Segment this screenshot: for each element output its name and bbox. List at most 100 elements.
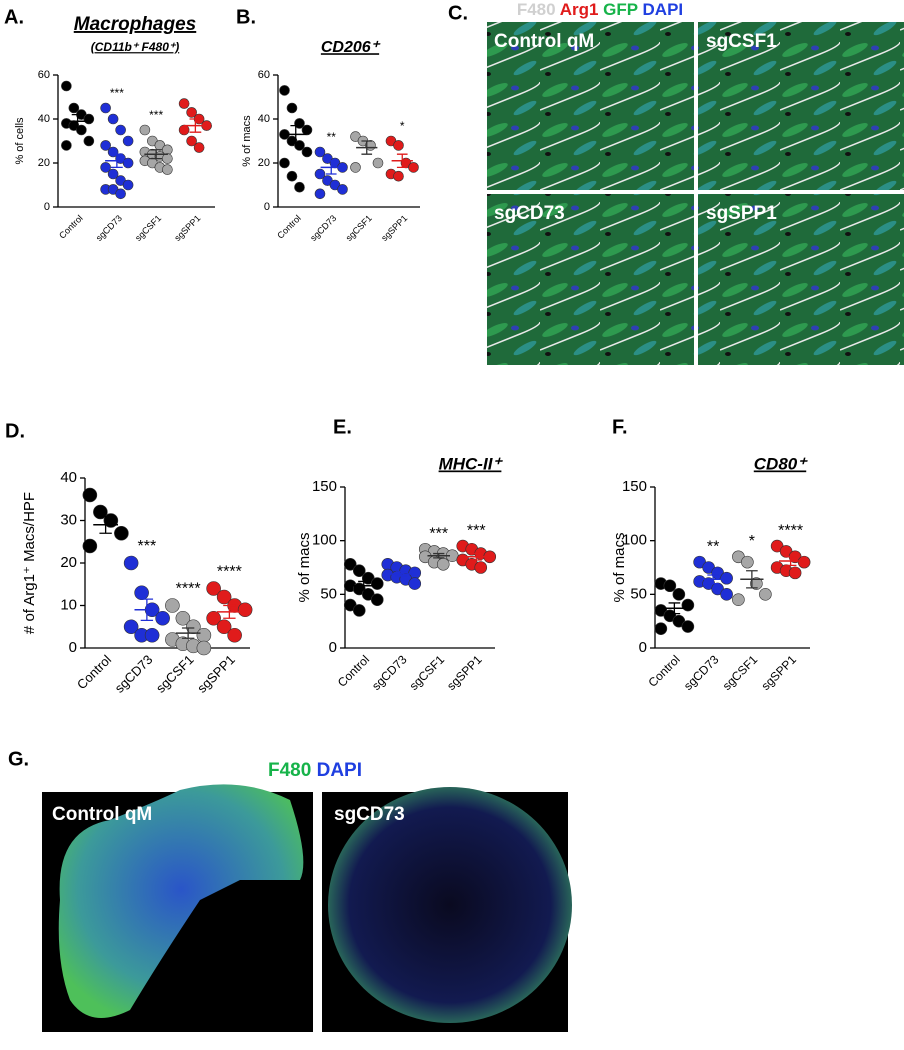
error-bar <box>325 160 337 175</box>
data-point <box>186 135 197 147</box>
data-point <box>139 124 151 136</box>
stain: F480 <box>517 0 556 19</box>
x-tick-label: sgCSF1 <box>344 213 374 243</box>
x-tick-label: sgCD73 <box>369 652 410 693</box>
y-tick-label: 50 <box>320 585 337 602</box>
data-point <box>663 579 677 593</box>
y-tick-label: 40 <box>38 113 50 125</box>
y-tick-label: 0 <box>329 639 337 656</box>
data-point <box>436 557 450 571</box>
error-bar <box>99 515 112 534</box>
error-bar <box>746 570 758 589</box>
data-point <box>107 168 119 180</box>
data-point <box>83 113 95 125</box>
image-label: sgCSF1 <box>706 31 777 52</box>
data-point <box>93 504 108 520</box>
chart-title: CD206⁺ <box>321 39 381 56</box>
significance: *** <box>138 538 157 555</box>
y-tick-label: 20 <box>60 554 77 571</box>
data-point <box>681 598 695 612</box>
y-tick-label: 0 <box>639 639 647 656</box>
data-point <box>741 555 754 569</box>
data-point <box>122 179 134 191</box>
error-bar <box>181 627 195 639</box>
y-tick-label: 20 <box>38 157 50 169</box>
y-tick-label: 0 <box>44 201 50 213</box>
x-tick-label: Control <box>57 213 85 241</box>
tissue-section <box>58 784 304 1018</box>
x-tick-label: Control <box>275 213 303 241</box>
error-bar <box>358 580 370 591</box>
error-bar <box>110 153 123 169</box>
data-point <box>797 555 811 569</box>
data-point <box>337 184 348 195</box>
y-tick-label: 30 <box>60 511 77 528</box>
significance: **** <box>176 581 201 598</box>
error-bar <box>784 556 797 567</box>
x-tick-label: sgCSF1 <box>153 652 197 696</box>
data-point <box>294 181 305 193</box>
data-point <box>122 135 134 147</box>
x-tick-label: Control <box>335 652 372 689</box>
data-point <box>216 589 232 605</box>
panel-letter: G. <box>8 748 29 770</box>
y-tick-label: 0 <box>264 201 270 213</box>
data-point <box>286 102 298 114</box>
y-axis-label: % of macs <box>296 532 313 602</box>
image-label: sgCD73 <box>494 203 565 224</box>
data-point <box>720 588 733 601</box>
y-axis-label: % of macs <box>241 115 253 167</box>
data-point <box>314 168 326 180</box>
x-tick-label: sgCSF1 <box>720 652 761 693</box>
data-point <box>788 566 802 580</box>
panel-letter: A. <box>4 6 24 28</box>
error-bar <box>189 118 202 133</box>
error-bar <box>668 602 681 615</box>
data-point <box>100 102 111 114</box>
data-point <box>279 157 290 169</box>
data-point <box>123 619 139 635</box>
data-point <box>720 571 733 585</box>
data-point <box>134 585 149 601</box>
data-point <box>83 135 95 147</box>
data-point <box>343 557 357 571</box>
y-tick-label: 60 <box>258 69 270 81</box>
data-point <box>372 157 384 169</box>
x-tick-label: sgCD73 <box>308 213 338 243</box>
chart-title: MHC-II⁺ <box>439 454 504 473</box>
error-bar <box>140 598 154 622</box>
data-point <box>672 588 686 601</box>
data-point <box>279 85 290 96</box>
data-point <box>654 622 668 635</box>
data-point <box>206 610 221 626</box>
data-point <box>227 627 242 643</box>
data-point <box>165 598 180 613</box>
data-point <box>61 80 72 92</box>
data-point <box>196 640 212 656</box>
data-point <box>759 588 772 601</box>
data-point <box>193 142 205 153</box>
stain-legend: F480 Arg1 GFP DAPI <box>517 0 683 19</box>
chart-title: Macrophages <box>74 14 196 35</box>
x-tick-label: sgCD73 <box>681 652 722 693</box>
data-point <box>115 124 126 136</box>
error-bar <box>470 552 482 561</box>
significance: * <box>400 119 405 133</box>
data-point <box>155 610 170 626</box>
data-point <box>237 602 253 618</box>
data-point <box>100 162 111 173</box>
error-bar <box>71 113 84 129</box>
y-tick-label: 100 <box>312 532 337 549</box>
chart-title: CD80⁺ <box>754 454 808 473</box>
chart-subtitle: (CD11b⁺ F480⁺) <box>91 40 179 54</box>
data-point <box>314 146 326 158</box>
x-tick-label: Control <box>645 652 682 689</box>
y-tick-label: 60 <box>38 69 50 81</box>
y-tick-label: 100 <box>622 532 647 549</box>
stain: DAPI <box>317 760 362 781</box>
data-point <box>68 102 80 114</box>
x-tick-label: sgCSF1 <box>407 652 448 693</box>
significance: *** <box>467 522 486 539</box>
stain: Arg1 <box>560 0 599 19</box>
